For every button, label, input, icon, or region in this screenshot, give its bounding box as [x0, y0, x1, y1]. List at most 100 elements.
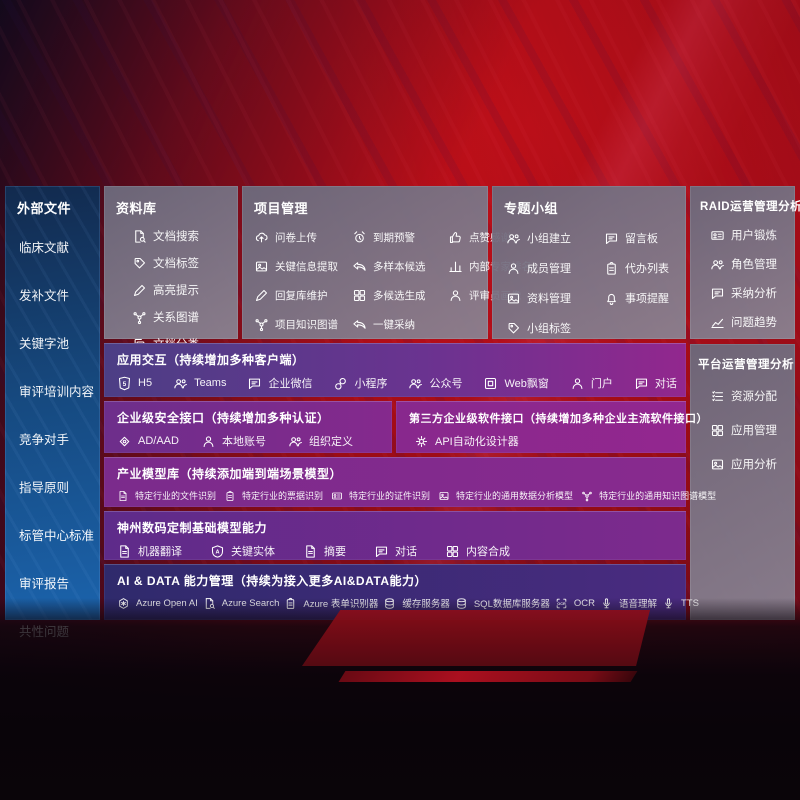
feature-label: 门户: [590, 378, 613, 390]
sidebar-item[interactable]: 指导原则: [19, 481, 70, 495]
feature-label: 问题趋势: [731, 317, 777, 329]
ocr-item[interactable]: OCR: [555, 597, 595, 610]
feature-label: Azure Search: [221, 597, 280, 609]
cloud-upload-item[interactable]: 问卷上传: [254, 230, 346, 245]
platform-analysis-panel: 平台运营管理分析 资源分配 应用管理 应用分析: [690, 344, 795, 620]
data-analysis-model-icon: [438, 490, 450, 502]
feature-label: 特定行业的证件识别: [349, 491, 431, 501]
azure-form-item[interactable]: Azure 表单识别器: [284, 596, 378, 610]
thumbs-up-icon: [448, 230, 463, 245]
feature-label: 文档标签: [153, 258, 199, 270]
feature-label: 小程序: [354, 378, 388, 390]
app-manage-icon: [710, 423, 725, 438]
feature-label: 应用管理: [731, 425, 777, 437]
sidebar-item[interactable]: 临床文献: [19, 241, 70, 255]
library-panel-title: 资料库: [116, 201, 157, 216]
key-entity-item[interactable]: 关键实体: [210, 543, 275, 559]
dialog-item[interactable]: 对话: [634, 375, 677, 391]
speech-understand-item[interactable]: 语音理解: [600, 596, 657, 610]
app-manage-item[interactable]: 应用管理: [710, 422, 795, 438]
role-manage-item[interactable]: 角色管理: [710, 256, 795, 272]
highlight-pen-item[interactable]: 高亮提示: [132, 282, 234, 298]
sql-server-item[interactable]: SQL数据库服务器: [455, 596, 550, 610]
summary-item[interactable]: 摘要: [303, 543, 346, 559]
issue-trend-item[interactable]: 问题趋势: [710, 314, 795, 330]
industry-model-items: 特定行业的文件识别 特定行业的票据识别 特定行业的证件识别 特定行业的通用数据分析模型…: [104, 482, 716, 502]
alarm-item[interactable]: 到期预警: [352, 230, 442, 245]
material-manage-item[interactable]: 资料管理: [506, 290, 598, 306]
sidebar-item[interactable]: 审评培训内容: [19, 385, 95, 399]
ai-data-title: AI & DATA 能力管理（持续为接入更多AI&DATA能力）: [117, 574, 427, 588]
receipt-recognize-item[interactable]: 特定行业的票据识别: [224, 489, 323, 502]
relation-graph-item[interactable]: 关系图谱: [132, 309, 234, 325]
project-graph-item[interactable]: 项目知识图谱: [254, 317, 346, 332]
local-account-item[interactable]: 本地账号: [201, 433, 266, 449]
reminder-item[interactable]: 事项提醒: [604, 290, 682, 306]
sidebar-item[interactable]: 发补文件: [19, 289, 70, 303]
mini-program-item[interactable]: 小程序: [333, 375, 387, 391]
feature-label: Azure Open AI: [136, 597, 198, 609]
machine-translate-item[interactable]: 机器翻译: [117, 543, 182, 559]
data-analysis-model-item[interactable]: 特定行业的通用数据分析模型: [438, 489, 573, 502]
cache-server-item[interactable]: 缓存服务器: [383, 596, 450, 610]
member-manage-item[interactable]: 成员管理: [506, 260, 598, 276]
sidebar-item[interactable]: 标管中心标准: [19, 529, 95, 543]
sidebar-item[interactable]: 审评报告: [19, 577, 70, 591]
teams-item[interactable]: Teams: [173, 376, 226, 391]
bbs-item[interactable]: 留言板: [604, 230, 682, 246]
portal-icon: [570, 376, 585, 391]
one-click-adopt-item[interactable]: 一键采纳: [352, 317, 442, 332]
key-info-extract-item[interactable]: 关键信息提取: [254, 259, 346, 274]
security-interface-title: 企业级安全接口（持续增加多种认证）: [117, 411, 330, 425]
doc-search-item[interactable]: 文档搜索: [132, 228, 234, 244]
sidebar-item[interactable]: 竞争对手: [19, 433, 70, 447]
receipt-recognize-icon: [224, 490, 236, 502]
adoption-analysis-item[interactable]: 采纳分析: [710, 285, 795, 301]
ad-aad-item[interactable]: AD/AAD: [117, 434, 179, 449]
feature-label: H5: [138, 377, 153, 389]
azure-openai-item[interactable]: Azure Open AI: [117, 597, 198, 610]
laptop-base-highlight: [338, 671, 638, 682]
app-analysis-item[interactable]: 应用分析: [710, 456, 795, 472]
project-graph-icon: [254, 317, 269, 332]
knowledge-graph-model-item[interactable]: 特定行业的通用知识图谱模型: [581, 489, 716, 502]
h5-item[interactable]: H5: [117, 376, 152, 391]
content-compose-item[interactable]: 内容合成: [445, 543, 510, 559]
todo-list-icon: [604, 261, 619, 276]
card-recognize-item[interactable]: 特定行业的证件识别: [331, 489, 430, 502]
portal-item[interactable]: 门户: [570, 375, 613, 391]
sidebar-item[interactable]: 共性问题: [19, 625, 70, 639]
feature-label: 项目知识图谱: [275, 319, 338, 331]
todo-list-item[interactable]: 代办列表: [604, 260, 682, 276]
role-manage-icon: [710, 257, 725, 272]
multi-sample-item[interactable]: 多样本候选: [352, 259, 442, 274]
group-tag-item[interactable]: 小组标签: [506, 320, 598, 336]
ad-aad-icon: [117, 434, 132, 449]
app-interaction-items: H5 Teams 企业微信 小程序 公众号 Web飘窗 门户 对话: [104, 368, 686, 391]
azure-search-item[interactable]: Azure Search: [203, 597, 280, 610]
group-create-item[interactable]: 小组建立: [506, 230, 598, 246]
tag-item[interactable]: 文档标签: [132, 255, 234, 271]
sidebar-item[interactable]: 关键字池: [19, 337, 70, 351]
project-management-panel: 项目管理 问卷上传到期预警点赞感谢关键信息提取多样本候选内部专家排名回复库维护多…: [242, 186, 532, 339]
reply-maintain-item[interactable]: 回复库维护: [254, 288, 346, 303]
user-training-item[interactable]: 用户锻炼: [710, 227, 795, 243]
wechat-work-icon: [247, 376, 262, 391]
key-info-extract-icon: [254, 259, 269, 274]
bbs-icon: [604, 231, 619, 246]
doc-recognize-item[interactable]: 特定行业的文件识别: [117, 489, 216, 502]
web-popup-item[interactable]: Web飘窗: [483, 375, 549, 391]
mini-program-icon: [333, 376, 348, 391]
base-model-title: 神州数码定制基础模型能力: [117, 521, 268, 535]
wechat-work-item[interactable]: 企业微信: [247, 375, 312, 391]
dialog-item[interactable]: 对话: [374, 543, 417, 559]
official-account-item[interactable]: 公众号: [408, 375, 462, 391]
org-define-icon: [288, 434, 303, 449]
tts-item[interactable]: TTS: [662, 597, 699, 610]
org-define-item[interactable]: 组织定义: [288, 433, 353, 449]
industry-model-band: 产业模型库（持续添加端到端场景模型） 特定行业的文件识别 特定行业的票据识别 特定行…: [104, 457, 716, 507]
api-designer-item[interactable]: API自动化设计器: [414, 433, 519, 449]
feature-label: 角色管理: [731, 259, 777, 271]
resource-alloc-item[interactable]: 资源分配: [710, 388, 795, 404]
multi-generate-item[interactable]: 多候选生成: [352, 288, 442, 303]
